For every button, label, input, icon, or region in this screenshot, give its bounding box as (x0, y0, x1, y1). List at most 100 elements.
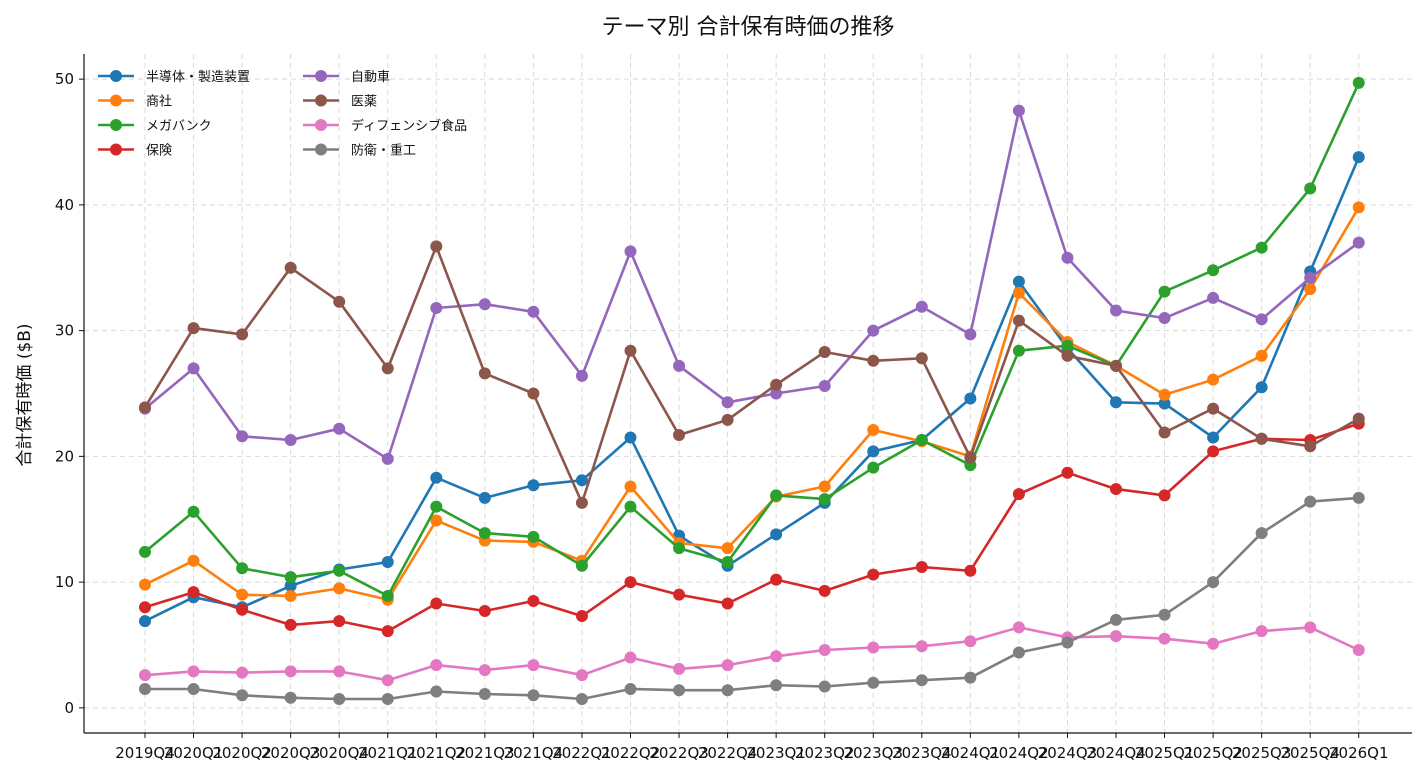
data-point (1012, 104, 1025, 117)
data-point (575, 369, 588, 382)
data-point (1110, 304, 1122, 317)
data-point (1110, 359, 1122, 372)
data-point (187, 586, 200, 599)
data-point (818, 346, 831, 359)
legend-swatch-marker (110, 119, 122, 131)
data-point (284, 691, 297, 704)
x-tick-label: 2021Q4 (504, 744, 564, 762)
x-tick-label: 2025Q3 (1232, 744, 1292, 762)
x-tick-label: 2022Q3 (649, 744, 709, 762)
x-tick-label: 2020Q3 (261, 744, 321, 762)
data-point (867, 324, 880, 337)
data-point (139, 682, 151, 695)
data-point (478, 367, 491, 380)
data-point (1255, 349, 1268, 362)
legend-item: 防衛・重工 (303, 143, 416, 159)
data-point (1158, 608, 1171, 621)
data-point (333, 665, 346, 678)
data-point (381, 674, 394, 687)
x-tick-label: 2020Q1 (164, 744, 224, 762)
data-point (478, 298, 491, 311)
data-point (867, 461, 880, 474)
x-tick-label: 2019Q4 (115, 744, 175, 762)
data-point (1352, 644, 1365, 657)
axes: 0 10 20 30 40 50 2019Q42020Q12020Q22020Q32020Q… (55, 54, 1412, 762)
x-tick-label: 2026Q1 (1329, 744, 1389, 762)
data-point (575, 474, 588, 487)
data-point (575, 669, 588, 682)
data-point (673, 428, 686, 441)
data-point (915, 352, 928, 365)
legend-item: 商社 (98, 94, 172, 110)
x-tick-label: 2021Q2 (407, 744, 467, 762)
data-point (1207, 576, 1220, 589)
data-point (867, 423, 880, 436)
data-point (187, 665, 200, 678)
data-point (1352, 412, 1365, 425)
legend-swatch-marker (110, 143, 122, 156)
data-point (333, 422, 346, 435)
data-point (1352, 201, 1365, 214)
data-point (527, 387, 540, 400)
x-tick-label: 2023Q1 (746, 744, 806, 762)
data-point (818, 584, 831, 597)
data-point (381, 693, 394, 706)
data-point (1207, 291, 1220, 304)
data-point (1255, 241, 1268, 254)
data-point (1158, 388, 1171, 401)
legend-swatch-marker (315, 143, 327, 156)
data-point (1255, 313, 1268, 326)
data-point (430, 500, 443, 513)
data-point (721, 597, 734, 610)
data-point (1110, 483, 1122, 496)
data-point (1352, 236, 1365, 249)
series-lines (139, 76, 1365, 706)
data-point (1158, 285, 1171, 298)
data-point (478, 688, 491, 701)
data-point (721, 413, 734, 426)
data-point (673, 359, 686, 372)
series-line (143, 245, 1360, 505)
x-tick-label: 2024Q3 (1038, 744, 1098, 762)
data-point (624, 500, 637, 513)
data-point (1012, 488, 1025, 501)
data-point (1158, 397, 1171, 410)
data-point (381, 555, 394, 568)
data-point (818, 644, 831, 657)
series-line (144, 626, 1360, 682)
data-point (624, 682, 637, 695)
data-point (818, 379, 831, 392)
data-point (867, 676, 880, 689)
data-point (430, 597, 443, 610)
data-point (430, 514, 443, 527)
data-point (1352, 76, 1365, 89)
data-point (284, 618, 297, 631)
x-tick-label: 2023Q4 (892, 744, 952, 762)
data-point (236, 603, 249, 616)
data-point (1012, 621, 1025, 634)
chart-title: テーマ別 合計保有時価の推移 (602, 15, 895, 40)
data-point (381, 362, 394, 375)
data-point (478, 605, 491, 618)
x-tick-label: 2020Q2 (212, 744, 272, 762)
legend-label: 医薬 (351, 95, 377, 110)
data-point (430, 659, 443, 672)
data-point (1061, 339, 1074, 352)
data-point (867, 354, 880, 367)
y-tick-label: 40 (55, 196, 74, 214)
data-point (187, 682, 200, 695)
x-tick-label: 2025Q1 (1135, 744, 1195, 762)
data-point (478, 527, 491, 540)
data-point (818, 480, 831, 493)
series-line (144, 156, 1360, 623)
legend-item: メガバンク (98, 119, 212, 134)
x-tick-label: 2021Q1 (358, 744, 418, 762)
data-point (527, 479, 540, 492)
data-point (139, 601, 151, 614)
data-point (236, 666, 249, 679)
data-point (1061, 349, 1074, 362)
y-tick-label: 50 (55, 70, 74, 88)
data-point (818, 680, 831, 693)
data-point (1110, 630, 1122, 643)
data-point (964, 392, 977, 405)
